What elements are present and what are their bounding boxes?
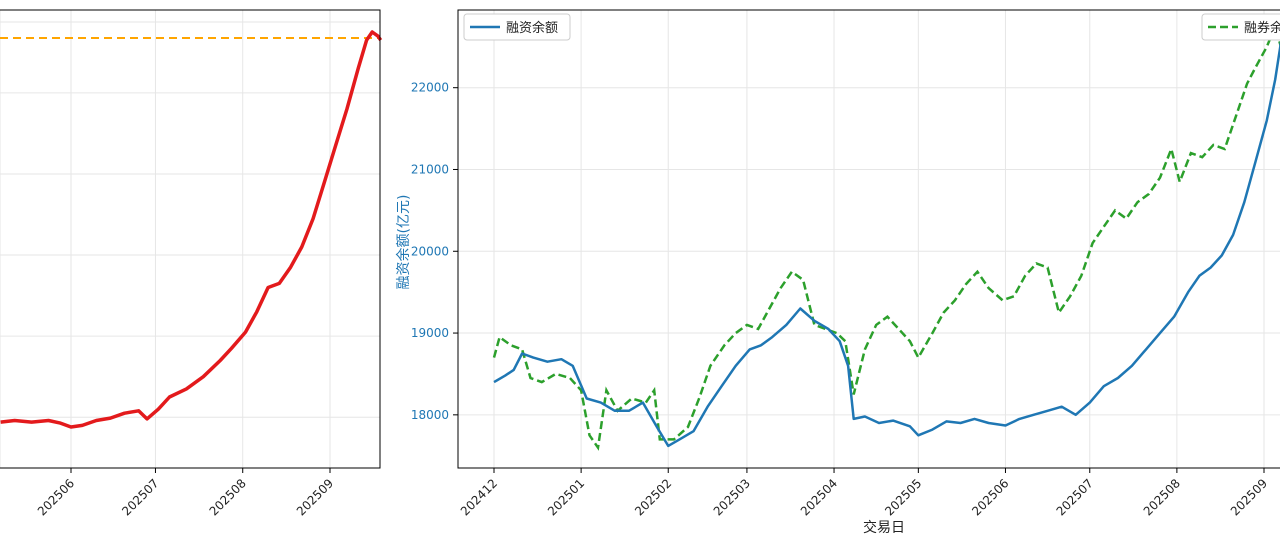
left-xtick-label-3: 202509 bbox=[294, 476, 336, 518]
right-y-ticks: 18000 19000 20000 21000 22000 bbox=[411, 81, 458, 422]
right-series-short-line bbox=[492, 22, 1280, 451]
right-x-ticks: 202412 202501 202502 202503 202504 202505 2025… bbox=[458, 468, 1270, 519]
right-series-margin-line bbox=[493, 41, 1280, 448]
right-xtick-label-6: 202506 bbox=[969, 476, 1011, 518]
right-x-axis-label: 交易日 bbox=[863, 519, 905, 536]
right-xtick-label-0: 202412 bbox=[458, 476, 500, 518]
right-xtick-label-4: 202504 bbox=[798, 476, 840, 518]
left-plot-frame bbox=[0, 9, 381, 469]
right-xtick-label-5: 202505 bbox=[882, 476, 924, 518]
left-series-line bbox=[0, 30, 383, 429]
legend-left: 融资余额 bbox=[463, 13, 571, 41]
left-grid bbox=[0, 10, 380, 468]
right-xtick-label-9: 202509 bbox=[1228, 476, 1270, 518]
right-xtick-label-2: 202502 bbox=[632, 476, 674, 518]
left-xtick-label-0: 202506 bbox=[35, 476, 77, 518]
right-grid bbox=[458, 10, 1280, 468]
right-ytick-label-2: 20000 bbox=[411, 244, 449, 258]
right-ytick-label-3: 21000 bbox=[411, 162, 449, 176]
right-plot-frame bbox=[457, 9, 1280, 469]
right-xtick-label-8: 202508 bbox=[1141, 476, 1183, 518]
right-xtick-label-7: 202507 bbox=[1054, 476, 1096, 518]
left-xtick-label-1: 202507 bbox=[119, 476, 161, 518]
right-ytick-label-4: 22000 bbox=[411, 81, 449, 95]
right-xtick-label-1: 202501 bbox=[545, 476, 587, 518]
right-ytick-label-1: 19000 bbox=[411, 326, 449, 340]
right-xtick-label-3: 202503 bbox=[711, 476, 753, 518]
right-y-axis-label: 融资余额(亿元) bbox=[395, 195, 412, 290]
left-chart: 202506 202507 202508 202509 bbox=[0, 9, 383, 519]
legend-left-label: 融资余额 bbox=[506, 20, 558, 36]
left-xtick-label-2: 202508 bbox=[207, 476, 249, 518]
legend-right: 融券余 bbox=[1201, 13, 1280, 41]
right-ytick-label-0: 18000 bbox=[411, 408, 449, 422]
left-x-ticks: 202506 202507 202508 202509 bbox=[35, 468, 336, 519]
legend-right-label: 融券余 bbox=[1244, 20, 1280, 36]
